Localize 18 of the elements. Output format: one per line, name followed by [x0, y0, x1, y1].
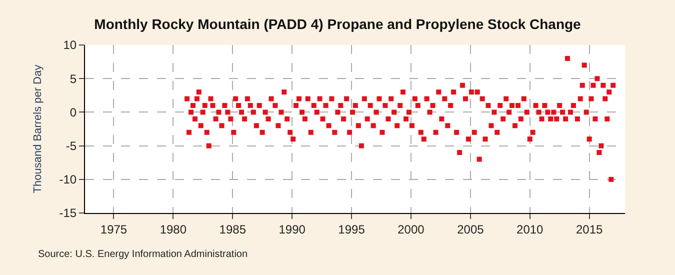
- x-tick-label: 1980: [160, 222, 187, 236]
- x-tick-label: 2015: [576, 222, 603, 236]
- x-tick-label: 1975: [100, 222, 128, 236]
- x-tick-label: 2005: [457, 222, 484, 236]
- x-tick-label: 2010: [516, 222, 544, 236]
- chart-title: Monthly Rocky Mountain (PADD 4) Propane and Propylene Stock Change: [94, 16, 582, 32]
- y-tick-label: -5: [66, 139, 77, 153]
- x-tick-label: 1985: [219, 222, 246, 236]
- x-tick-label: 1995: [338, 222, 366, 236]
- y-tick-label: 5: [70, 72, 77, 86]
- y-tick-label: -10: [59, 172, 77, 187]
- y-tick-label: 10: [63, 38, 77, 52]
- y-tick-label: -15: [59, 206, 77, 220]
- y-tick-label: 0: [70, 105, 77, 120]
- x-tick-label: 1990: [278, 222, 306, 236]
- x-tick-label: 2000: [398, 222, 425, 236]
- source-note: Source: U.S. Energy Information Administration: [38, 249, 248, 260]
- y-axis-title: Thousand Barrels per Day: [32, 64, 44, 194]
